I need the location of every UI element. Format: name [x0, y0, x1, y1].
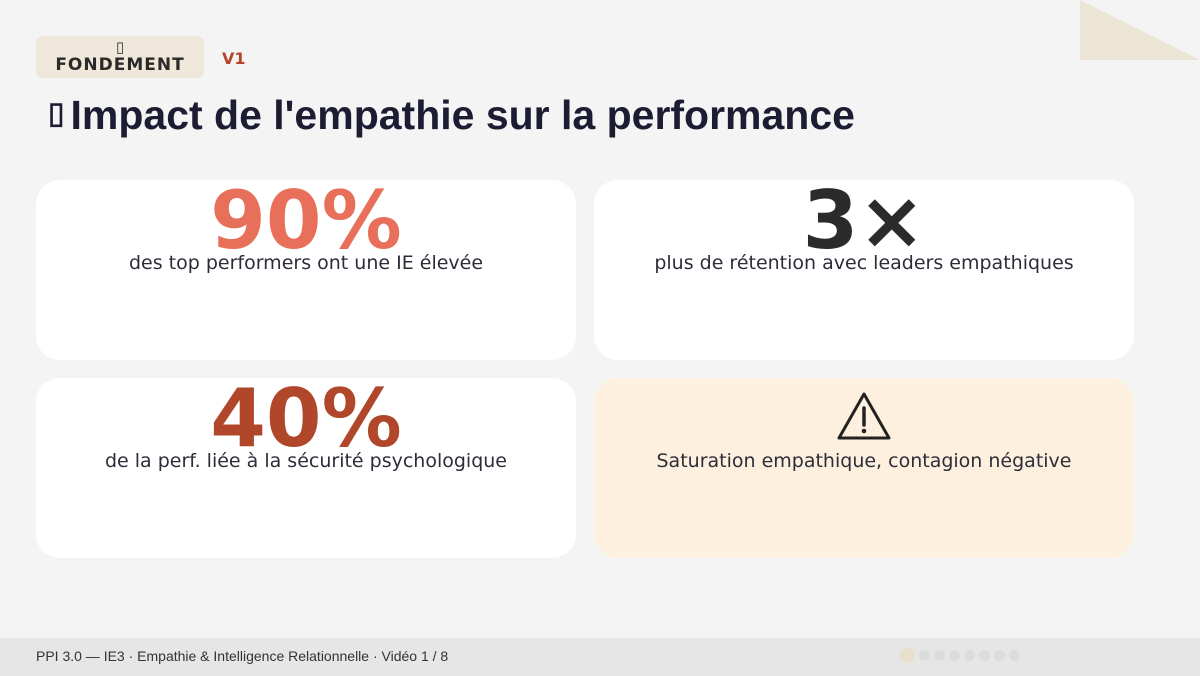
version-label: V1 [222, 49, 246, 68]
badge-label: FONDEMENT [55, 55, 185, 75]
warning-card: Saturation empathique, contagion négativ… [594, 378, 1134, 558]
section-badge: ▯ FONDEMENT [36, 36, 204, 78]
footer-text: PPI 3.0 — IE3 · Empathie & Intelligence … [36, 648, 449, 664]
stat-description: des top performers ont une IE élevée [128, 252, 484, 274]
progress-dot [949, 650, 960, 661]
progress-dot [994, 650, 1005, 661]
progress-dot [979, 650, 990, 661]
progress-dot [919, 650, 930, 661]
stat-description: de la perf. liée à la sécurité psycholog… [104, 450, 507, 472]
title-icon: ▯ [48, 97, 65, 130]
video-progress-dots [900, 648, 1020, 663]
page-title: ▯ Impact de l'empathie sur la performance [48, 92, 855, 139]
page-title-text: Impact de l'empathie sur la performance [70, 92, 855, 138]
stat-card-retention: 3× plus de rétention avec leaders empath… [594, 180, 1134, 360]
progress-dot-active [900, 648, 915, 663]
corner-decoration [1080, 0, 1200, 60]
progress-dot [934, 650, 945, 661]
warning-icon [594, 390, 1134, 446]
stat-value: 90% [210, 174, 402, 267]
footer-bar: PPI 3.0 — IE3 · Empathie & Intelligence … [0, 638, 1200, 676]
progress-dot [1009, 650, 1020, 661]
stat-value: 40% [210, 372, 402, 465]
progress-dot [964, 650, 975, 661]
stat-description: plus de rétention avec leaders empathiqu… [654, 252, 1074, 274]
stat-value: 3× [802, 174, 926, 267]
stat-card-top-performers: 90% des top performers ont une IE élevée [36, 180, 576, 360]
badge-icon: ▯ [115, 38, 125, 56]
stat-card-psych-safety: 40% de la perf. liée à la sécurité psych… [36, 378, 576, 558]
warning-description: Saturation empathique, contagion négativ… [656, 450, 1072, 472]
